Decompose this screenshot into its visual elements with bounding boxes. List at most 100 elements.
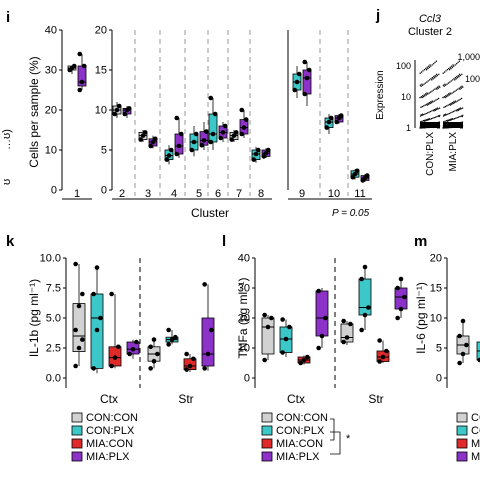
panel-j-cell-point: [436, 107, 439, 109]
panel-j-cell-point: [422, 120, 425, 122]
panel-i-c7-point: [243, 117, 249, 122]
panel-i-c9-point: [292, 87, 298, 93]
panel-j-cell-point: [454, 100, 456, 102]
panel-j-cell-point: [451, 92, 453, 94]
panel-j-cell-point: [419, 72, 421, 74]
panel-l-str-con_con-point: [341, 339, 346, 345]
panel-j-cell-point: [435, 60, 438, 62]
panel-k-region-label: Ctx: [100, 392, 118, 406]
panel-k-letter: k: [6, 233, 15, 250]
panel-j-cell-point: [449, 81, 451, 83]
panel-l-str-mia_plx-point: [398, 306, 404, 312]
panel-j-cell-point: [442, 115, 445, 117]
panel-k-str-mia_plx-point: [205, 351, 211, 357]
legend-k-item-swatch: [71, 451, 83, 462]
panel-i-a-y-tick-label: 30: [45, 65, 57, 77]
panel-j-cell-point: [419, 115, 422, 117]
panel-j-cell-point: [447, 95, 449, 97]
panel-i-xlabel: Cluster: [191, 206, 229, 220]
panel-j-cell-point: [458, 99, 460, 101]
panel-j-cell-point: [458, 75, 460, 78]
panel-k-str-mia_con-point: [184, 367, 189, 372]
panel-j-cell-point: [426, 92, 428, 94]
panel-i-c10-point: [324, 125, 330, 130]
panel-j-cell-point: [431, 90, 433, 92]
panel-i-c4-point: [164, 157, 170, 162]
panel-j-cell-point: [443, 106, 445, 109]
panel-l-str-mia_con-point: [380, 354, 386, 360]
panel-i-c8-point: [253, 151, 259, 157]
panel-j-cell-point: [448, 112, 450, 115]
panel-j-cell-point: [450, 80, 452, 82]
legend-m-item-swatch: [456, 438, 468, 449]
panel-i-c9-point: [304, 75, 310, 81]
panel-j-cell-point: [433, 75, 435, 78]
panel-k-region-label: Str: [178, 392, 193, 406]
panel-l-str-con_plx-point: [366, 305, 371, 310]
panel-j-cell-point: [459, 74, 462, 77]
panel-j-cell-point: [450, 67, 452, 70]
panel-i-c3-point: [152, 136, 158, 142]
panel-j-cell-point: [436, 115, 438, 118]
panel-i-c11-point: [354, 168, 360, 174]
panel-m-y-tick-label: 10: [430, 313, 442, 325]
panel-j-cell-point: [434, 61, 436, 64]
panel-l-ctx-mia_plx-point: [316, 345, 321, 351]
panel-l-str-mia_con-point: [377, 338, 382, 343]
panel-j-cell-point: [449, 92, 451, 94]
panel-i-cluster-label: 7: [236, 188, 242, 200]
panel-i-cluster-label: 6: [215, 188, 221, 200]
panel-j-title: Ccl3: [419, 13, 442, 25]
panel-j-cell-point: [454, 64, 456, 66]
panel-j-cell-point: [433, 100, 436, 102]
panel-i-c9-point: [302, 59, 308, 65]
panel-j-dense-band: [420, 122, 440, 128]
panel-j-cell-point: [447, 104, 449, 106]
panel-i-edge-label-2: ʊ: [1, 179, 13, 185]
panel-i-c2-point: [122, 111, 128, 117]
panel-j-cell-point: [428, 111, 430, 113]
panel-i-c4-point: [174, 115, 180, 121]
panel-j-cell-point: [449, 112, 452, 114]
panel-l-y-tick-label: 10: [238, 343, 250, 355]
panel-k-ctx-con_plx-point: [94, 265, 100, 270]
panel-j-cell-point: [446, 83, 448, 85]
panel-l-str-mia_plx-point: [398, 276, 404, 282]
panel-k-ctx-con_plx-point: [91, 366, 96, 371]
panel-k-str-con_con-point: [151, 358, 157, 364]
panel-j-cell-point: [436, 74, 439, 77]
panel-i-c6-point: [210, 131, 216, 137]
panel-j-cell-point: [437, 87, 440, 89]
panel-i-cluster-label: 9: [299, 188, 305, 200]
panel-j-cell-point: [432, 89, 435, 91]
panel-j-cell-point: [448, 94, 451, 96]
panel-i-c9-point: [302, 91, 308, 97]
panel-j-cell-point: [434, 116, 437, 118]
panel-k-ctx-mia_con-point: [116, 344, 121, 350]
legend-l-item-swatch: [261, 438, 273, 449]
panel-l-str-con_plx-point: [362, 312, 368, 318]
panel-j-ylabel: Expression: [375, 70, 386, 119]
panel-i-c3-point: [138, 137, 144, 142]
panel-i-c7-point: [231, 133, 237, 138]
panel-l-region-label: Ctx: [287, 392, 305, 406]
panel-i-c9-box: [302, 69, 312, 95]
panel-i-c7-point: [239, 107, 245, 113]
panel-j-cell-point: [428, 79, 431, 81]
panel-k-str-mia_con-point: [184, 351, 189, 357]
panel-i-cluster-label: 1: [74, 188, 80, 200]
panel-i-c10-point: [338, 113, 344, 118]
panel-i-c2-point: [116, 103, 122, 109]
panel-k-str-mia_con-point: [187, 363, 193, 369]
panel-i-c5-point: [201, 138, 207, 143]
panel-i-c6-point: [208, 139, 214, 145]
panel-j-cell-point: [430, 101, 432, 103]
panel-j-cell-point: [457, 74, 459, 77]
legend-l-item-label: MIA:CON: [276, 438, 323, 450]
legend-m-item-label: CON:PLX: [471, 425, 480, 437]
panel-l-ctx-con_plx-point: [280, 317, 285, 322]
panel-m-ctx-con_con-point: [457, 360, 462, 366]
